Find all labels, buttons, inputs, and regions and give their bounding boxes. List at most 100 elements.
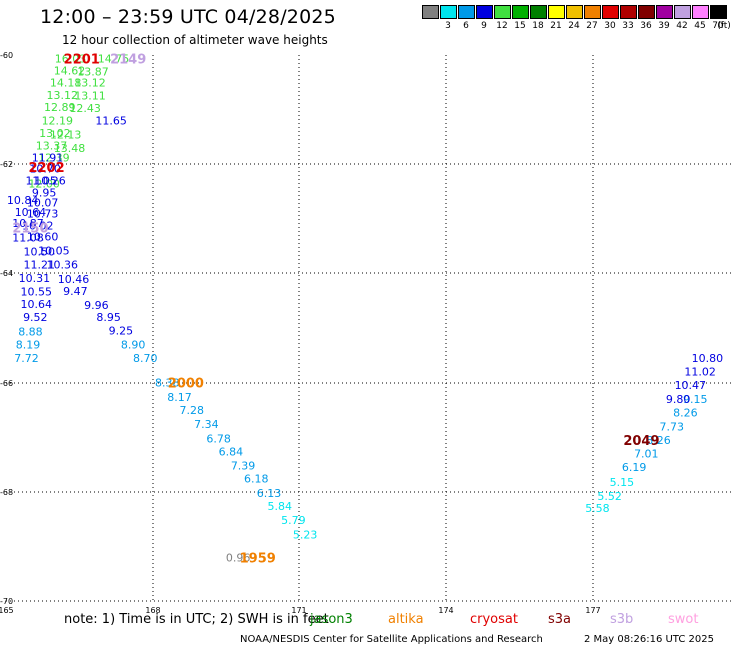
data-point: 10.55 xyxy=(21,285,53,298)
data-point: 12.00 xyxy=(28,177,60,190)
data-point: 6.18 xyxy=(244,473,269,486)
data-point: 8.38 xyxy=(155,377,180,390)
color-scale-label: 12 xyxy=(496,21,508,31)
data-point: 10.50 xyxy=(23,246,55,259)
data-point: 0.96 xyxy=(226,551,251,564)
data-point: 7.28 xyxy=(179,404,204,417)
data-point: 8.90 xyxy=(121,338,146,351)
data-point: 11.08 xyxy=(12,231,44,244)
data-point: 11.65 xyxy=(95,115,127,128)
data-point: 12.19 xyxy=(42,115,74,128)
data-point: 13.12 xyxy=(74,76,106,89)
color-scale-label: 39 xyxy=(658,21,670,31)
data-point: 11.21 xyxy=(23,259,55,272)
data-point: 14.62 xyxy=(54,64,86,77)
data-point: 7.73 xyxy=(659,420,684,433)
data-point: 13.48 xyxy=(54,142,86,155)
y-tick-label: -70 xyxy=(0,597,13,606)
legend-item-s3a: s3a xyxy=(548,612,572,627)
data-point: 13.12 xyxy=(46,89,78,102)
data-point: 16.03 xyxy=(55,52,87,65)
color-swatch xyxy=(620,5,637,19)
data-point: 12.39 xyxy=(38,152,70,165)
color-scale-label: 15 xyxy=(514,21,526,31)
data-point: 9.52 xyxy=(23,311,48,324)
color-scale-label: 21 xyxy=(550,21,562,31)
color-swatch xyxy=(566,5,583,19)
y-tick-label: -68 xyxy=(0,488,13,497)
time-label: 1959 xyxy=(240,551,276,566)
data-point: 13.11 xyxy=(74,89,106,102)
data-point: 10.07 xyxy=(27,196,59,209)
data-point: 10.46 xyxy=(58,273,90,286)
x-tick-label: 171 xyxy=(291,606,306,615)
data-point: 13.87 xyxy=(77,65,109,78)
data-point: 10.60 xyxy=(27,230,59,243)
data-point: 12.89 xyxy=(44,101,76,114)
data-points: 16.03 14.75 14.6213.8714.1813.1213.1213.11… xyxy=(7,52,723,564)
axis-ticks: 165 168 171 174 177 -60 -62 -64 -66 -68 -70 xyxy=(0,51,601,615)
time-label: 2150 xyxy=(12,222,48,237)
color-swatch xyxy=(512,5,529,19)
data-point: 7.72 xyxy=(14,352,39,365)
data-point: 14.18 xyxy=(50,76,82,89)
data-point: 7.01 xyxy=(634,448,659,461)
data-point: 10.87 xyxy=(12,217,44,230)
time-label: 2201 xyxy=(64,52,100,67)
data-point: 11.02 xyxy=(684,366,716,379)
data-point: 5.84 xyxy=(267,500,292,513)
data-point: 9.80 xyxy=(666,393,691,406)
data-point: 11.05 xyxy=(25,175,57,188)
y-tick-label: -60 xyxy=(0,51,13,60)
x-tick-label: 177 xyxy=(585,606,600,615)
color-scale-label: 36 xyxy=(640,21,652,31)
x-tick-label: 174 xyxy=(438,606,453,615)
data-point: 8.95 xyxy=(96,311,121,324)
footer-timestamp: 2 May 08:26:16 UTC 2025 xyxy=(584,634,714,645)
data-point: 12.13 xyxy=(50,129,82,142)
data-point: 8.17 xyxy=(167,391,192,404)
grid-lines xyxy=(6,55,734,602)
footer-note: note: 1) Time is in UTC; 2) SWH is in fe… xyxy=(64,612,329,627)
time-label: 2202 xyxy=(28,161,64,176)
time-label: 2049 xyxy=(623,434,659,449)
data-point: 13.02 xyxy=(39,127,71,140)
legend-item-cryosat: cryosat xyxy=(470,612,518,627)
color-swatch xyxy=(602,5,619,19)
data-point: 6.13 xyxy=(257,487,282,500)
page-subtitle: 12 hour collection of altimeter wave hei… xyxy=(62,33,328,47)
data-point: 13.37 xyxy=(36,140,68,153)
color-swatch xyxy=(548,5,565,19)
x-tick-label: 168 xyxy=(145,606,160,615)
legend-item-s3b: s3b xyxy=(610,612,634,627)
time-labels: 2201 2149 2202 2150 2000 2049 1959 xyxy=(12,52,659,566)
data-point: 14.75 xyxy=(98,52,130,65)
time-label: 2149 xyxy=(110,52,146,67)
color-swatch xyxy=(440,5,457,19)
data-point: 6.78 xyxy=(206,432,231,445)
data-point: 6.84 xyxy=(219,445,244,458)
data-point: 8.70 xyxy=(133,352,158,365)
data-point: 8.26 xyxy=(646,434,671,447)
color-swatch xyxy=(710,5,727,19)
data-point: 8.26 xyxy=(673,407,698,420)
color-swatch xyxy=(584,5,601,19)
color-swatch xyxy=(656,5,673,19)
data-point: 8.19 xyxy=(16,338,41,351)
data-point: 5.58 xyxy=(585,502,610,515)
color-swatch xyxy=(638,5,655,19)
color-swatch xyxy=(422,5,439,19)
data-point: 10.05 xyxy=(38,244,70,257)
data-point: 12.43 xyxy=(69,102,101,115)
data-point: 11.91 xyxy=(32,152,64,165)
data-point: 10.47 xyxy=(675,379,707,392)
footer-credit: NOAA/NESDIS Center for Satellite Applica… xyxy=(240,634,543,645)
data-point: 9.15 xyxy=(683,393,708,406)
color-scale-label: 27 xyxy=(586,21,598,31)
color-scale-label: 30 xyxy=(604,21,616,31)
data-point: 9.47 xyxy=(63,285,88,298)
legend-item-altika: altika xyxy=(388,612,424,627)
data-point: 10.31 xyxy=(19,272,51,285)
legend-item-swot: swot xyxy=(668,612,699,627)
